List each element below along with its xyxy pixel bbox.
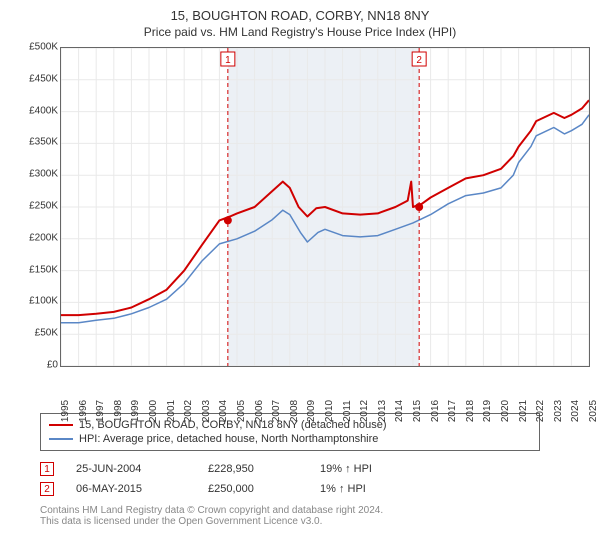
y-tick-label: £0 [2,360,58,371]
chart-area: 12 £0£50K£100K£150K£200K£250K£300K£350K£… [30,47,590,407]
sale-row: 2 06-MAY-2015 £250,000 1% ↑ HPI [40,479,590,499]
y-tick-label: £450K [2,73,58,84]
y-tick-label: £500K [2,42,58,53]
y-tick-label: £100K [2,296,58,307]
y-tick-label: £50K [2,328,58,339]
footer-attribution: Contains HM Land Registry data © Crown c… [40,505,590,527]
sale-hpi: 1% ↑ HPI [320,483,366,495]
title-subtitle: Price paid vs. HM Land Registry's House … [0,25,600,39]
svg-text:2: 2 [416,55,422,66]
y-tick-label: £400K [2,105,58,116]
sale-marker-icon: 1 [40,462,54,476]
up-arrow-icon: ↑ [345,463,351,475]
y-tick-label: £150K [2,264,58,275]
legend-swatch [49,438,73,440]
plot-svg: 12 [61,48,589,366]
sales-table: 1 25-JUN-2004 £228,950 19% ↑ HPI 2 06-MA… [40,459,590,499]
sale-date: 25-JUN-2004 [76,463,186,475]
title-address: 15, BOUGHTON ROAD, CORBY, NN18 8NY [0,8,600,23]
plot-region: 12 [60,47,590,367]
y-tick-label: £300K [2,169,58,180]
sale-price: £250,000 [208,483,298,495]
sale-date: 06-MAY-2015 [76,483,186,495]
legend-label: HPI: Average price, detached house, Nort… [79,433,378,445]
x-tick-label: 2025 [588,400,600,422]
y-tick-label: £250K [2,201,58,212]
chart-titles: 15, BOUGHTON ROAD, CORBY, NN18 8NY Price… [0,0,600,39]
sale-marker-icon: 2 [40,482,54,496]
sale-row: 1 25-JUN-2004 £228,950 19% ↑ HPI [40,459,590,479]
sale-price: £228,950 [208,463,298,475]
y-tick-label: £200K [2,232,58,243]
legend-row: HPI: Average price, detached house, Nort… [49,432,531,446]
legend-swatch [49,424,73,426]
svg-text:1: 1 [225,55,231,66]
footer-line: Contains HM Land Registry data © Crown c… [40,505,590,516]
y-tick-label: £350K [2,137,58,148]
footer-line: This data is licensed under the Open Gov… [40,516,590,527]
up-arrow-icon: ↑ [339,483,345,495]
sale-hpi: 19% ↑ HPI [320,463,372,475]
